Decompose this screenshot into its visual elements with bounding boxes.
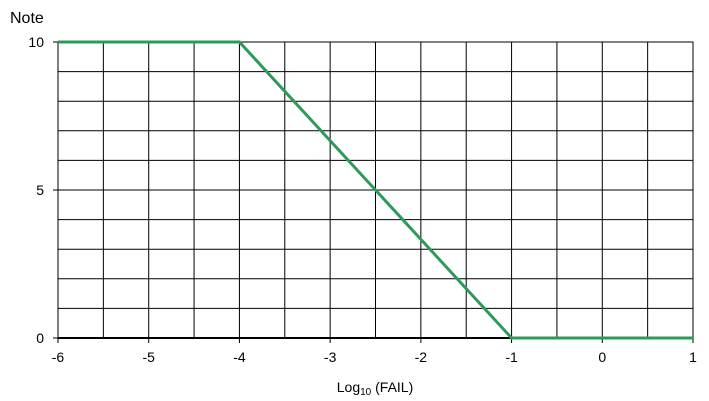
y-axis-title: Note (10, 10, 44, 27)
x-tick-label: -3 (324, 349, 337, 365)
x-tick-label: -5 (142, 349, 155, 365)
x-axis-title-main: Log (337, 379, 360, 395)
x-tick-label: -6 (52, 349, 65, 365)
x-tick-label: -2 (415, 349, 428, 365)
series-layer (58, 40, 693, 340)
series-line (58, 40, 693, 340)
x-tick-label: 1 (689, 349, 697, 365)
x-axis-title-sub: 10 (360, 387, 372, 398)
x-axis-title: Log10 (FAIL) (337, 379, 414, 398)
y-tick-label: 0 (36, 330, 44, 346)
x-axis-title-rest: (FAIL) (371, 379, 413, 395)
x-tick-label: 0 (598, 349, 606, 365)
y-tick-label: 10 (28, 34, 44, 50)
x-tick-label: -1 (505, 349, 518, 365)
y-tick-label: 5 (36, 182, 44, 198)
x-tick-label: -4 (233, 349, 246, 365)
